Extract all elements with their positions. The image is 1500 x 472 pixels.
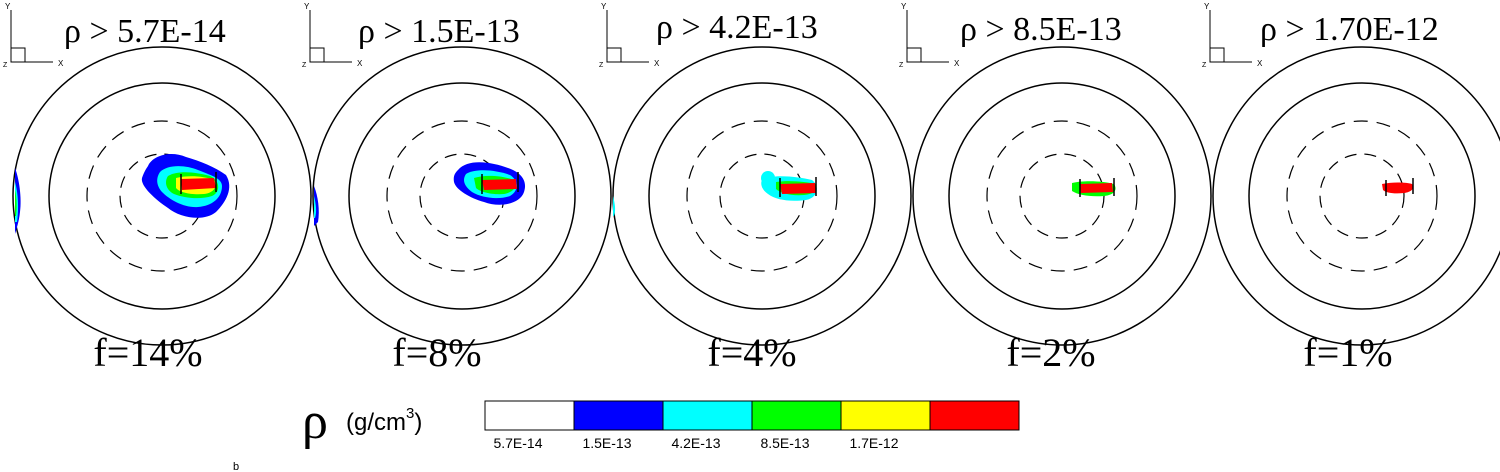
dashed-circle-outer	[1286, 120, 1438, 272]
dashed-circle-outer	[386, 120, 538, 272]
density-blob	[1072, 178, 1116, 197]
outer-circle	[12, 46, 312, 346]
colorbar-tick-label: 5.7E-14	[493, 435, 542, 451]
axis-y-label: Y	[601, 2, 607, 11]
density-symbol: ρ	[302, 393, 328, 450]
edge-blob	[613, 196, 616, 216]
panel-1: Y X Z ρ > 5.7E-14 f=14%	[3, 2, 312, 375]
colorbar-swatch-5	[840, 400, 931, 431]
panel-4: Y X Z ρ > 8.5E-13 f=2%	[899, 2, 1212, 375]
density-blob	[453, 162, 526, 205]
outer-circle	[912, 46, 1212, 346]
panel-caption: f=14%	[93, 330, 202, 375]
axis-z-label: Z	[899, 62, 904, 69]
middle-circle	[1248, 82, 1476, 310]
panel-title: ρ > 5.7E-14	[64, 13, 226, 50]
axis-z-label: Z	[3, 62, 8, 69]
panel-title: ρ > 1.70E-12	[1260, 11, 1439, 48]
outer-circle	[612, 46, 912, 346]
panel-caption: f=1%	[1303, 330, 1392, 375]
middle-circle	[48, 82, 276, 310]
density-blob	[141, 153, 230, 218]
colorbar-swatches	[484, 400, 1020, 431]
colorbar-swatch-4	[751, 400, 842, 431]
panel-title: ρ > 4.2E-13	[656, 9, 818, 46]
density-blob	[761, 171, 817, 201]
middle-circle	[648, 82, 876, 310]
axis-z-label: Z	[1202, 62, 1207, 69]
colorbar-tick-label: 1.5E-13	[582, 435, 631, 451]
panel-3: Y X Z ρ > 4.2E-13 f=4%	[599, 2, 912, 375]
middle-circle	[348, 82, 576, 310]
colorbar-swatch-3	[662, 400, 753, 431]
density-blob	[1382, 178, 1414, 196]
edge-blob	[314, 186, 319, 226]
axis-y-label: Y	[304, 2, 310, 11]
panel-title: ρ > 8.5E-13	[960, 11, 1122, 48]
dashed-circle-outer	[686, 120, 838, 272]
axis-x-label: X	[954, 59, 960, 68]
colorbar-legend: ρ (g/cm3) 5.7E-14 1.5E-13 4.2E-13 8.5E-13 1.…	[302, 393, 1020, 451]
colorbar-tick-label: 4.2E-13	[671, 435, 720, 451]
dashed-circle-outer	[86, 120, 238, 272]
outer-circle	[1212, 46, 1500, 346]
panel-caption: f=4%	[707, 330, 796, 375]
axis-triad	[309, 10, 352, 63]
axis-triad	[606, 10, 649, 63]
axis-x-label: X	[1257, 59, 1263, 68]
axis-x-label: X	[357, 59, 363, 68]
dashed-circle-inner	[1319, 153, 1405, 239]
axis-y-label: Y	[5, 2, 11, 11]
colorbar-tick-label: 8.5E-13	[760, 435, 809, 451]
middle-circle	[948, 82, 1176, 310]
panel-caption: f=2%	[1006, 330, 1095, 375]
axis-triad	[10, 10, 53, 63]
axis-x-label: X	[58, 59, 64, 68]
colorbar-ticks: 5.7E-14 1.5E-13 4.2E-13 8.5E-13 1.7E-12	[493, 435, 898, 451]
panel-5: Y X Z ρ > 1.70E-12 f=1%	[1202, 2, 1500, 375]
axis-z-label: Z	[302, 62, 307, 69]
colorbar-tick-label: 1.7E-12	[849, 435, 898, 451]
panel-2: Y X Z ρ > 1.5E-13 f=8%	[302, 2, 612, 375]
colorbar-swatch-6	[929, 400, 1020, 431]
edge-blob	[15, 168, 21, 234]
axis-x-label: X	[654, 59, 660, 68]
axis-triad	[1209, 10, 1252, 63]
panel-caption: f=8%	[392, 330, 481, 375]
density-unit: (g/cm3)	[346, 405, 422, 436]
dashed-circle-outer	[986, 120, 1138, 272]
panel-title: ρ > 1.5E-13	[358, 13, 520, 50]
axis-y-label: Y	[1204, 2, 1210, 11]
axis-z-label: Z	[599, 62, 604, 69]
stray-mark: b	[233, 461, 239, 472]
colorbar-swatch-2	[573, 400, 664, 431]
axis-triad	[906, 10, 949, 63]
outer-circle	[312, 46, 612, 346]
axis-y-label: Y	[901, 2, 907, 11]
colorbar-swatch-1	[484, 400, 575, 431]
